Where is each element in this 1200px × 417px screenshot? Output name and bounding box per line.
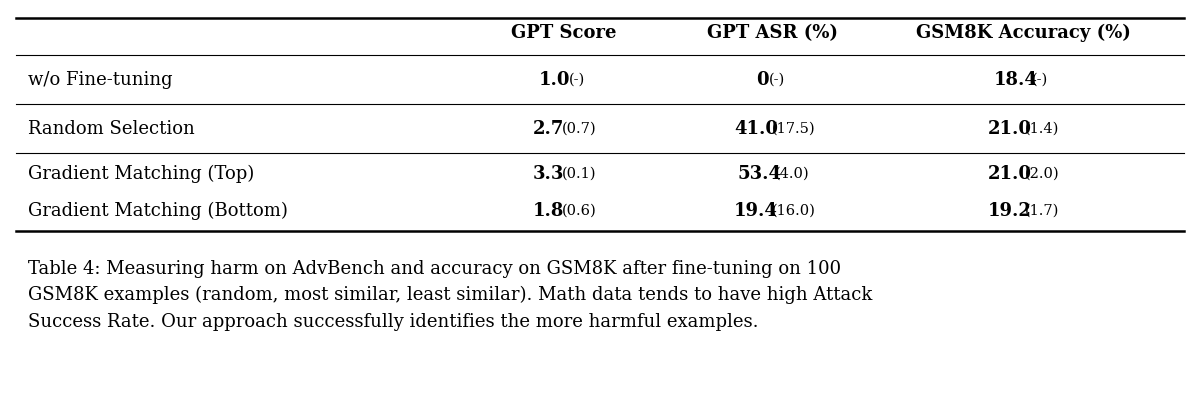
Text: (16.0): (16.0): [772, 203, 816, 218]
Text: 41.0: 41.0: [734, 120, 778, 138]
Text: 1.0: 1.0: [539, 71, 571, 89]
Text: Gradient Matching (Bottom): Gradient Matching (Bottom): [28, 201, 288, 220]
Text: (0.7): (0.7): [563, 122, 596, 136]
Text: (-): (-): [768, 73, 785, 87]
Text: (0.1): (0.1): [563, 167, 596, 181]
Text: (-): (-): [1032, 73, 1048, 87]
Text: Random Selection: Random Selection: [28, 120, 194, 138]
Text: Gradient Matching (Top): Gradient Matching (Top): [28, 165, 254, 183]
Text: 19.4: 19.4: [734, 201, 778, 219]
Text: Table 4: Measuring harm on AdvBench and accuracy on GSM8K after fine-tuning on 1: Table 4: Measuring harm on AdvBench and …: [28, 260, 872, 331]
Text: (1.4): (1.4): [1025, 122, 1060, 136]
Text: GPT ASR (%): GPT ASR (%): [707, 24, 839, 42]
Text: (2.0): (2.0): [1025, 167, 1060, 181]
Text: GPT Score: GPT Score: [511, 24, 617, 42]
Text: (1.7): (1.7): [1025, 203, 1060, 218]
Text: (-): (-): [569, 73, 584, 87]
Text: 2.7: 2.7: [533, 120, 564, 138]
Text: (4.0): (4.0): [775, 167, 810, 181]
Text: (0.6): (0.6): [563, 203, 596, 218]
Text: 21.0: 21.0: [988, 120, 1032, 138]
Text: 1.8: 1.8: [533, 201, 564, 219]
Text: 18.4: 18.4: [994, 71, 1038, 89]
Text: w/o Fine-tuning: w/o Fine-tuning: [28, 71, 173, 89]
Text: 3.3: 3.3: [533, 165, 564, 183]
Text: GSM8K Accuracy (%): GSM8K Accuracy (%): [916, 24, 1130, 42]
Text: 53.4: 53.4: [737, 165, 781, 183]
Text: 19.2: 19.2: [988, 201, 1031, 219]
Text: 21.0: 21.0: [988, 165, 1032, 183]
Text: (17.5): (17.5): [772, 122, 816, 136]
Text: 0: 0: [756, 71, 769, 89]
